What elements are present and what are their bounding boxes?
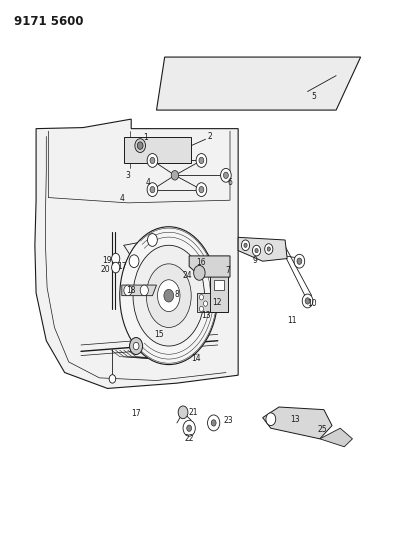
Polygon shape	[122, 285, 157, 296]
Circle shape	[133, 342, 139, 350]
Text: 5: 5	[311, 92, 316, 101]
Circle shape	[129, 337, 143, 354]
Polygon shape	[214, 280, 224, 290]
Circle shape	[294, 254, 305, 268]
Circle shape	[112, 262, 120, 273]
Circle shape	[199, 295, 203, 300]
Circle shape	[302, 294, 313, 308]
Circle shape	[140, 285, 148, 296]
Ellipse shape	[120, 227, 218, 365]
Circle shape	[266, 413, 276, 425]
Text: 3: 3	[125, 171, 130, 180]
Circle shape	[252, 245, 261, 256]
Polygon shape	[189, 256, 230, 277]
Text: 21: 21	[189, 408, 198, 417]
Text: 11: 11	[287, 316, 297, 325]
Text: 13: 13	[201, 311, 211, 320]
Text: 1: 1	[143, 133, 148, 142]
Text: 24: 24	[182, 271, 192, 280]
Polygon shape	[124, 136, 191, 163]
Polygon shape	[210, 272, 228, 312]
Text: 14: 14	[191, 354, 201, 363]
Circle shape	[255, 248, 258, 253]
Text: 17: 17	[131, 409, 141, 418]
Circle shape	[196, 154, 207, 167]
Circle shape	[129, 255, 139, 268]
Polygon shape	[197, 293, 210, 312]
Circle shape	[208, 415, 220, 431]
Text: 15: 15	[154, 330, 163, 339]
Circle shape	[135, 139, 145, 152]
Circle shape	[148, 233, 157, 246]
Circle shape	[305, 298, 310, 304]
Circle shape	[147, 154, 158, 167]
Text: 18: 18	[126, 286, 136, 295]
Text: 9171 5600: 9171 5600	[14, 14, 83, 28]
Ellipse shape	[146, 264, 191, 327]
Circle shape	[224, 172, 229, 179]
Text: 10: 10	[308, 299, 317, 308]
Circle shape	[199, 306, 203, 312]
Text: 13: 13	[291, 415, 300, 424]
Circle shape	[171, 171, 178, 180]
Polygon shape	[35, 119, 238, 389]
Text: 2: 2	[207, 132, 212, 141]
Circle shape	[244, 243, 247, 247]
Text: 20: 20	[101, 265, 110, 273]
Circle shape	[150, 187, 155, 193]
Text: 8: 8	[175, 289, 179, 298]
Circle shape	[297, 258, 302, 264]
Circle shape	[150, 157, 155, 164]
Text: 23: 23	[223, 416, 233, 425]
Circle shape	[199, 157, 204, 164]
Text: 6: 6	[228, 178, 233, 187]
Circle shape	[199, 187, 204, 193]
Circle shape	[112, 253, 120, 264]
Text: 9: 9	[253, 256, 258, 265]
Circle shape	[211, 419, 216, 426]
Text: 4: 4	[119, 194, 124, 203]
Circle shape	[203, 301, 208, 306]
Polygon shape	[157, 57, 360, 110]
Circle shape	[178, 406, 188, 419]
Text: 17: 17	[118, 262, 127, 271]
Ellipse shape	[157, 280, 180, 312]
Circle shape	[109, 375, 115, 383]
Circle shape	[221, 168, 231, 182]
Circle shape	[241, 240, 249, 251]
Text: 7: 7	[226, 266, 231, 274]
Circle shape	[196, 183, 207, 197]
Circle shape	[265, 244, 273, 254]
Text: 25: 25	[317, 425, 327, 434]
Text: 12: 12	[212, 298, 221, 307]
Text: 22: 22	[185, 434, 194, 443]
Circle shape	[183, 420, 195, 436]
Text: 4: 4	[146, 178, 151, 187]
Circle shape	[187, 425, 192, 431]
Polygon shape	[263, 407, 332, 439]
Text: 16: 16	[196, 259, 206, 267]
Circle shape	[137, 142, 143, 149]
Ellipse shape	[133, 245, 205, 346]
Text: 19: 19	[102, 256, 111, 265]
Polygon shape	[238, 237, 287, 261]
Circle shape	[194, 265, 205, 280]
Circle shape	[267, 247, 270, 251]
Circle shape	[147, 183, 158, 197]
Circle shape	[124, 285, 132, 296]
Circle shape	[164, 289, 174, 302]
Polygon shape	[320, 428, 353, 447]
